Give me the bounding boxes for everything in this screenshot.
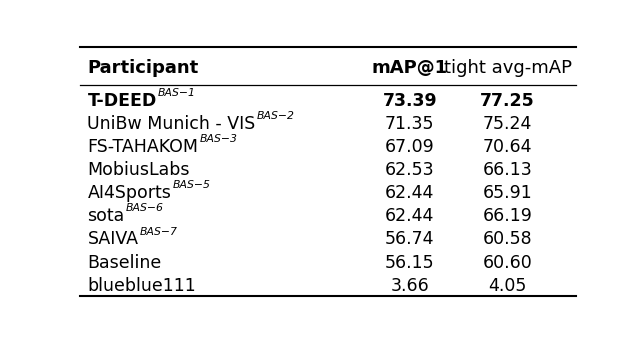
- Text: BAS−6: BAS−6: [126, 204, 164, 213]
- Text: 67.09: 67.09: [385, 138, 435, 156]
- Text: mAP@1: mAP@1: [372, 59, 448, 77]
- Text: 4.05: 4.05: [488, 277, 527, 295]
- Text: blueblue111: blueblue111: [88, 277, 196, 295]
- Text: SAIVA: SAIVA: [88, 231, 138, 249]
- Text: Baseline: Baseline: [88, 253, 162, 271]
- Text: 56.74: 56.74: [385, 231, 435, 249]
- Text: 77.25: 77.25: [480, 92, 535, 110]
- Text: FS-TAHAKOM: FS-TAHAKOM: [88, 138, 198, 156]
- Text: T-DEED: T-DEED: [88, 92, 157, 110]
- Text: 60.58: 60.58: [483, 231, 532, 249]
- Text: 3.66: 3.66: [390, 277, 429, 295]
- Text: BAS−3: BAS−3: [200, 134, 238, 144]
- Text: BAS−7: BAS−7: [140, 226, 178, 237]
- Text: 62.44: 62.44: [385, 207, 435, 225]
- Text: 71.35: 71.35: [385, 115, 435, 133]
- Text: 73.39: 73.39: [383, 92, 437, 110]
- Text: BAS−2: BAS−2: [257, 111, 295, 121]
- Text: 65.91: 65.91: [483, 184, 532, 202]
- Text: tight avg-mAP: tight avg-mAP: [444, 59, 572, 77]
- Text: 62.53: 62.53: [385, 161, 435, 179]
- Text: 62.44: 62.44: [385, 184, 435, 202]
- Text: sota: sota: [88, 207, 125, 225]
- Text: BAS−5: BAS−5: [173, 180, 211, 190]
- Text: 70.64: 70.64: [483, 138, 532, 156]
- Text: AI4Sports: AI4Sports: [88, 184, 172, 202]
- Text: 56.15: 56.15: [385, 253, 435, 271]
- Text: Participant: Participant: [88, 59, 198, 77]
- Text: UniBw Munich - VIS: UniBw Munich - VIS: [88, 115, 256, 133]
- Text: 66.13: 66.13: [483, 161, 532, 179]
- Text: 66.19: 66.19: [483, 207, 532, 225]
- Text: 60.60: 60.60: [483, 253, 532, 271]
- Text: BAS−1: BAS−1: [158, 88, 196, 98]
- Text: MobiusLabs: MobiusLabs: [88, 161, 190, 179]
- Text: 75.24: 75.24: [483, 115, 532, 133]
